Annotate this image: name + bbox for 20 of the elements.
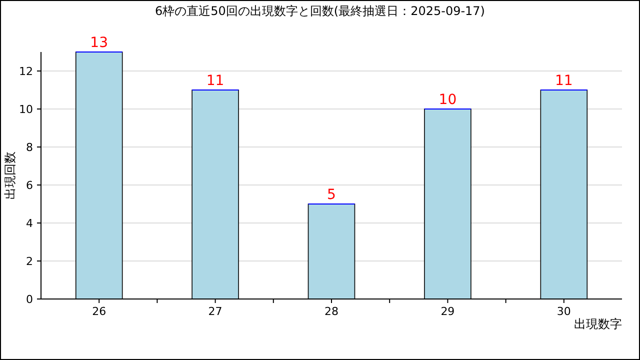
y-tick-label: 10 [19,103,33,116]
data-label: 11 [206,73,224,89]
y-tick-label: 8 [26,141,33,154]
y-tick-label: 2 [26,255,33,268]
x-tick-label: 29 [440,305,455,318]
y-tick-label: 4 [26,217,33,230]
x-tick-label: 30 [556,305,571,318]
x-tick-label: 27 [208,305,222,318]
y-tick-label: 0 [26,293,33,306]
chart-title: 6枠の直近50回の出現数字と回数(最終抽選日：2025-09-17) [154,4,486,18]
y-axis-title: 出現回数 [3,152,17,200]
y-tick-label: 12 [19,65,33,78]
data-label: 5 [327,187,336,203]
y-tick-label: 6 [26,179,33,192]
x-axis-title: 出現数字 [574,317,622,331]
data-label: 10 [438,92,457,108]
data-label: 13 [90,35,108,51]
data-label: 11 [554,73,573,89]
x-tick-label: 28 [324,305,338,318]
x-tick-label: 26 [92,305,106,318]
